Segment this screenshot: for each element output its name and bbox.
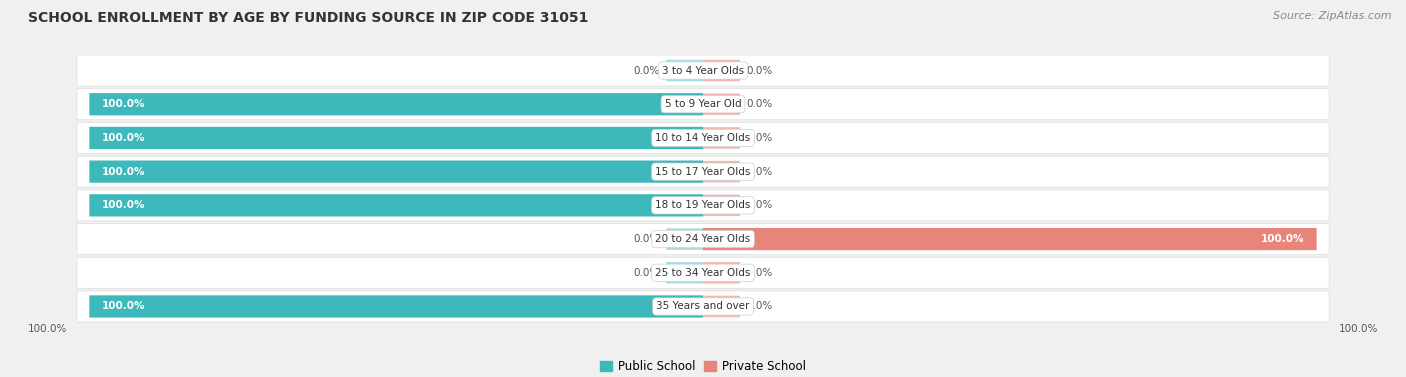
Text: 0.0%: 0.0%	[634, 66, 659, 75]
Text: 10 to 14 Year Olds: 10 to 14 Year Olds	[655, 133, 751, 143]
Text: 18 to 19 Year Olds: 18 to 19 Year Olds	[655, 200, 751, 210]
FancyBboxPatch shape	[77, 190, 1329, 221]
FancyBboxPatch shape	[703, 127, 740, 149]
FancyBboxPatch shape	[666, 228, 703, 250]
Text: 0.0%: 0.0%	[747, 99, 772, 109]
Text: 100.0%: 100.0%	[101, 302, 145, 311]
FancyBboxPatch shape	[666, 262, 703, 284]
FancyBboxPatch shape	[666, 60, 703, 81]
FancyBboxPatch shape	[703, 60, 740, 81]
Text: 15 to 17 Year Olds: 15 to 17 Year Olds	[655, 167, 751, 177]
FancyBboxPatch shape	[90, 93, 703, 115]
FancyBboxPatch shape	[90, 161, 703, 183]
Text: 100.0%: 100.0%	[28, 324, 67, 334]
FancyBboxPatch shape	[77, 55, 1329, 86]
Text: 3 to 4 Year Olds: 3 to 4 Year Olds	[662, 66, 744, 75]
FancyBboxPatch shape	[703, 93, 740, 115]
Text: 0.0%: 0.0%	[747, 302, 772, 311]
Text: 100.0%: 100.0%	[101, 133, 145, 143]
Text: SCHOOL ENROLLMENT BY AGE BY FUNDING SOURCE IN ZIP CODE 31051: SCHOOL ENROLLMENT BY AGE BY FUNDING SOUR…	[28, 11, 589, 25]
FancyBboxPatch shape	[77, 156, 1329, 187]
FancyBboxPatch shape	[77, 89, 1329, 120]
FancyBboxPatch shape	[77, 257, 1329, 288]
Text: 100.0%: 100.0%	[1339, 324, 1378, 334]
Text: 100.0%: 100.0%	[101, 167, 145, 177]
FancyBboxPatch shape	[90, 295, 703, 317]
FancyBboxPatch shape	[703, 262, 740, 284]
Text: Source: ZipAtlas.com: Source: ZipAtlas.com	[1274, 11, 1392, 21]
Text: 0.0%: 0.0%	[747, 200, 772, 210]
Text: 0.0%: 0.0%	[747, 268, 772, 278]
Text: 0.0%: 0.0%	[747, 167, 772, 177]
Text: 0.0%: 0.0%	[634, 234, 659, 244]
FancyBboxPatch shape	[703, 228, 1316, 250]
Legend: Public School, Private School: Public School, Private School	[595, 355, 811, 377]
Text: 0.0%: 0.0%	[634, 268, 659, 278]
Text: 35 Years and over: 35 Years and over	[657, 302, 749, 311]
FancyBboxPatch shape	[703, 161, 740, 182]
Text: 0.0%: 0.0%	[747, 66, 772, 75]
Text: 20 to 24 Year Olds: 20 to 24 Year Olds	[655, 234, 751, 244]
FancyBboxPatch shape	[90, 194, 703, 216]
Text: 100.0%: 100.0%	[1261, 234, 1305, 244]
FancyBboxPatch shape	[77, 123, 1329, 153]
Text: 100.0%: 100.0%	[101, 99, 145, 109]
Text: 0.0%: 0.0%	[747, 133, 772, 143]
FancyBboxPatch shape	[77, 224, 1329, 254]
Text: 5 to 9 Year Old: 5 to 9 Year Old	[665, 99, 741, 109]
Text: 100.0%: 100.0%	[101, 200, 145, 210]
FancyBboxPatch shape	[77, 291, 1329, 322]
Text: 25 to 34 Year Olds: 25 to 34 Year Olds	[655, 268, 751, 278]
FancyBboxPatch shape	[90, 127, 703, 149]
FancyBboxPatch shape	[703, 296, 740, 317]
FancyBboxPatch shape	[703, 195, 740, 216]
